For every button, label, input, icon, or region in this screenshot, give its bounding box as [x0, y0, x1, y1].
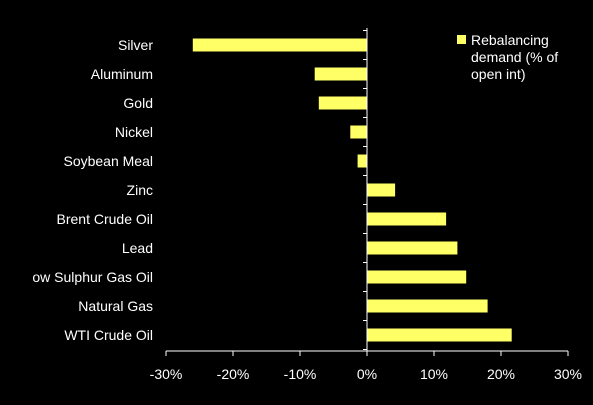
category-label: Zinc	[127, 182, 153, 198]
legend-line: demand (% of	[471, 49, 558, 65]
bar-brent-crude-oil	[367, 212, 447, 226]
category-label: WTI Crude Oil	[64, 327, 153, 343]
bars-group	[192, 38, 512, 342]
x-tick-label: 10%	[420, 366, 448, 382]
x-ticks-group: -30% -20% -10% 0% 10% 20% 30%	[150, 351, 582, 382]
category-label: Brent Crude Oil	[57, 211, 153, 227]
category-labels-group: Silver Aluminum Gold Nickel Soybean Meal Zinc…	[32, 37, 153, 343]
x-tick-label: -20%	[217, 366, 250, 382]
legend: Rebalancing demand (% of open int)	[457, 32, 558, 82]
bar-gold	[318, 96, 367, 110]
bar-silver	[192, 38, 367, 52]
x-tick-label: 20%	[487, 366, 515, 382]
category-label: Lead	[122, 240, 153, 256]
x-tick-label: 30%	[554, 366, 582, 382]
category-label: Nickel	[115, 124, 153, 140]
bar-soybean-meal	[357, 154, 367, 168]
legend-label: Rebalancing demand (% of open int)	[471, 32, 558, 82]
x-tick-label: -30%	[150, 366, 183, 382]
x-tick-label: -10%	[284, 366, 317, 382]
legend-line: Rebalancing	[471, 32, 549, 48]
category-label: Soybean Meal	[63, 153, 153, 169]
bar-zinc	[367, 183, 396, 197]
category-label: Silver	[118, 37, 153, 53]
bar-aluminum	[314, 67, 367, 81]
bar-lead	[367, 241, 458, 255]
bar-nickel	[350, 125, 368, 139]
bar-ow-sulphur-gas-oil	[367, 270, 467, 284]
bar-natural-gas	[367, 299, 488, 313]
x-tick-label: 0%	[357, 366, 377, 382]
category-label: Natural Gas	[78, 298, 153, 314]
legend-swatch	[457, 35, 466, 44]
category-label: Gold	[123, 95, 153, 111]
category-label: ow Sulphur Gas Oil	[32, 269, 153, 285]
legend-line: open int)	[471, 66, 525, 82]
bar-wti-crude-oil	[367, 328, 512, 342]
category-label: Aluminum	[91, 66, 153, 82]
